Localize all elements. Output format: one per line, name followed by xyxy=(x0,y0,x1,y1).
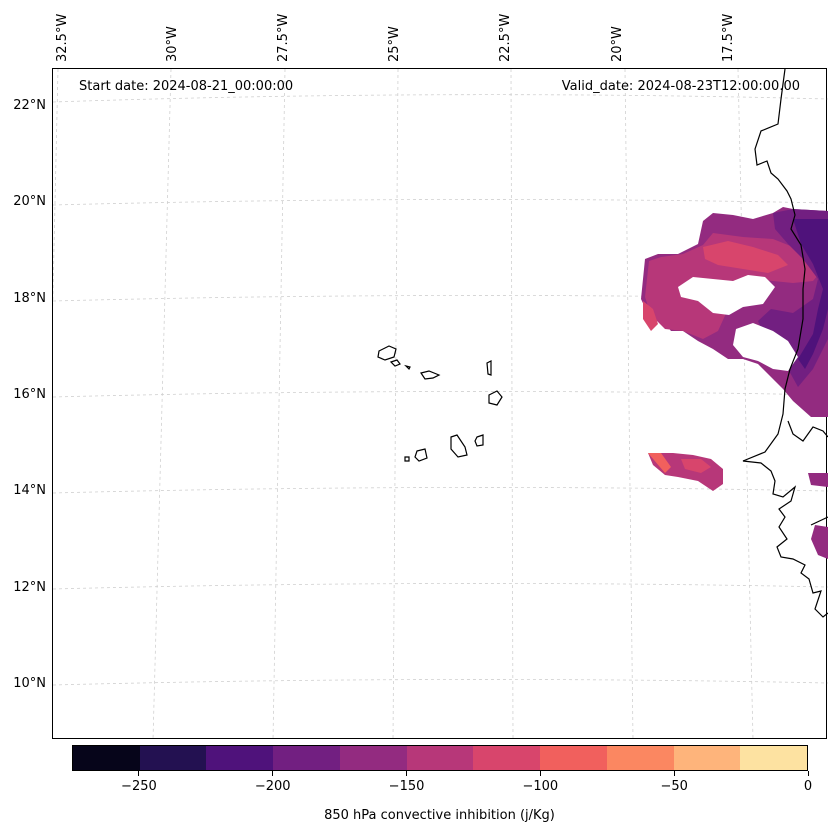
colorbar-segment xyxy=(673,746,741,770)
colorbar-segment xyxy=(273,746,340,770)
colorbar-tick-label: −250 xyxy=(121,779,157,794)
graticule xyxy=(53,69,828,740)
colorbar-segment xyxy=(206,746,274,770)
island-santiago xyxy=(450,434,468,458)
colorbar-tick-label: 0 xyxy=(803,779,813,794)
island-sal xyxy=(486,360,492,376)
lon-label-27_5w: 27.5°W xyxy=(276,13,291,62)
lat-label-18n: 18°N xyxy=(13,291,46,306)
gridline-lon-22_5 xyxy=(510,69,514,740)
cin-region-south-red xyxy=(681,459,711,473)
coastline-africa xyxy=(742,69,828,618)
island-maio xyxy=(474,434,484,447)
gridline-lon-17_5 xyxy=(737,69,754,740)
colorbar-segment xyxy=(540,746,607,770)
island-fogo xyxy=(414,448,428,462)
lat-label-20n: 20°N xyxy=(13,194,46,209)
cin-region-south-orange xyxy=(648,453,671,473)
colorbar-tick-label: −50 xyxy=(660,779,688,794)
colorbar xyxy=(72,745,808,771)
cape-verde-islands xyxy=(377,345,503,462)
lat-label-10n: 10°N xyxy=(13,676,46,691)
colorbar-segment xyxy=(740,746,808,770)
gridline-lat-18 xyxy=(53,295,828,302)
colorbar-tick xyxy=(673,771,675,776)
colorbar-tick xyxy=(138,771,140,776)
cin-region-southeast xyxy=(808,473,828,487)
lat-label-14n: 14°N xyxy=(13,483,46,498)
cin-region-north-deep xyxy=(793,219,828,369)
colorbar-label: 850 hPa convective inhibition (j/Kg) xyxy=(324,808,555,823)
cin-hole-1 xyxy=(678,275,775,315)
gridline-lon-25 xyxy=(392,69,399,740)
colorbar-tick-label: −200 xyxy=(254,779,291,794)
colorbar-segment xyxy=(473,746,541,770)
colorbar-segment xyxy=(139,746,207,770)
cin-region-north-red2 xyxy=(643,301,658,331)
lon-label-22_5w: 22.5°W xyxy=(498,13,513,62)
island-boa-vista xyxy=(488,390,503,406)
island-brava xyxy=(404,456,410,462)
lat-label-12n: 12°N xyxy=(13,580,46,595)
island-santa-luzia xyxy=(404,364,411,371)
colorbar-tick xyxy=(807,771,809,776)
gridline-lat-12 xyxy=(53,583,828,590)
lon-label-25w: 25°W xyxy=(387,26,402,62)
coastline-africa-2 xyxy=(787,420,828,442)
valid-date-label: Valid_date: 2024-08-23T12:00:00.00 xyxy=(561,79,800,94)
cin-region-north-red xyxy=(703,241,788,273)
lon-label-17_5w: 17.5°W xyxy=(721,13,736,62)
colorbar-tick-label: −100 xyxy=(522,779,559,794)
gridline-lat-22 xyxy=(53,94,828,103)
gridline-lat-10 xyxy=(53,679,828,686)
cin-region-southeast2 xyxy=(811,525,828,559)
colorbar-tick xyxy=(539,771,541,776)
gridline-lat-16 xyxy=(53,391,828,398)
gridline-lat-20 xyxy=(53,199,828,206)
colorbar-segment xyxy=(339,746,407,770)
coastline-gambia xyxy=(810,516,828,526)
gridline-lon-30 xyxy=(152,69,172,740)
gridline-lon-32_5 xyxy=(53,69,59,311)
island-sao-nicolau xyxy=(420,370,441,380)
colorbar-segment xyxy=(73,746,140,770)
colorbar-segment xyxy=(406,746,474,770)
lon-label-20w: 20°W xyxy=(610,26,625,62)
lat-label-16n: 16°N xyxy=(13,387,46,402)
gridline-lon-27_5 xyxy=(272,69,286,740)
map-canvas xyxy=(53,69,828,740)
colorbar-tick xyxy=(272,771,274,776)
map-panel: Start date: 2024-08-21_00:00:00 Valid_da… xyxy=(52,68,828,740)
lon-label-32_5w: 32.5°W xyxy=(55,13,70,62)
colorbar-tick-label: −150 xyxy=(388,779,425,794)
colorbar-segment xyxy=(606,746,674,770)
lat-label-22n: 22°N xyxy=(13,98,46,113)
island-sao-vicente xyxy=(389,359,401,367)
coastlines xyxy=(742,69,828,618)
island-santo-antao xyxy=(377,345,397,361)
cin-contours xyxy=(641,207,828,559)
cin-hole-2 xyxy=(733,323,798,371)
lon-label-30w: 30°W xyxy=(165,26,180,62)
gridline-lat-14 xyxy=(53,487,828,494)
gridline-lon-20 xyxy=(624,69,634,740)
colorbar-tick xyxy=(406,771,408,776)
start-date-label: Start date: 2024-08-21_00:00:00 xyxy=(79,79,294,94)
